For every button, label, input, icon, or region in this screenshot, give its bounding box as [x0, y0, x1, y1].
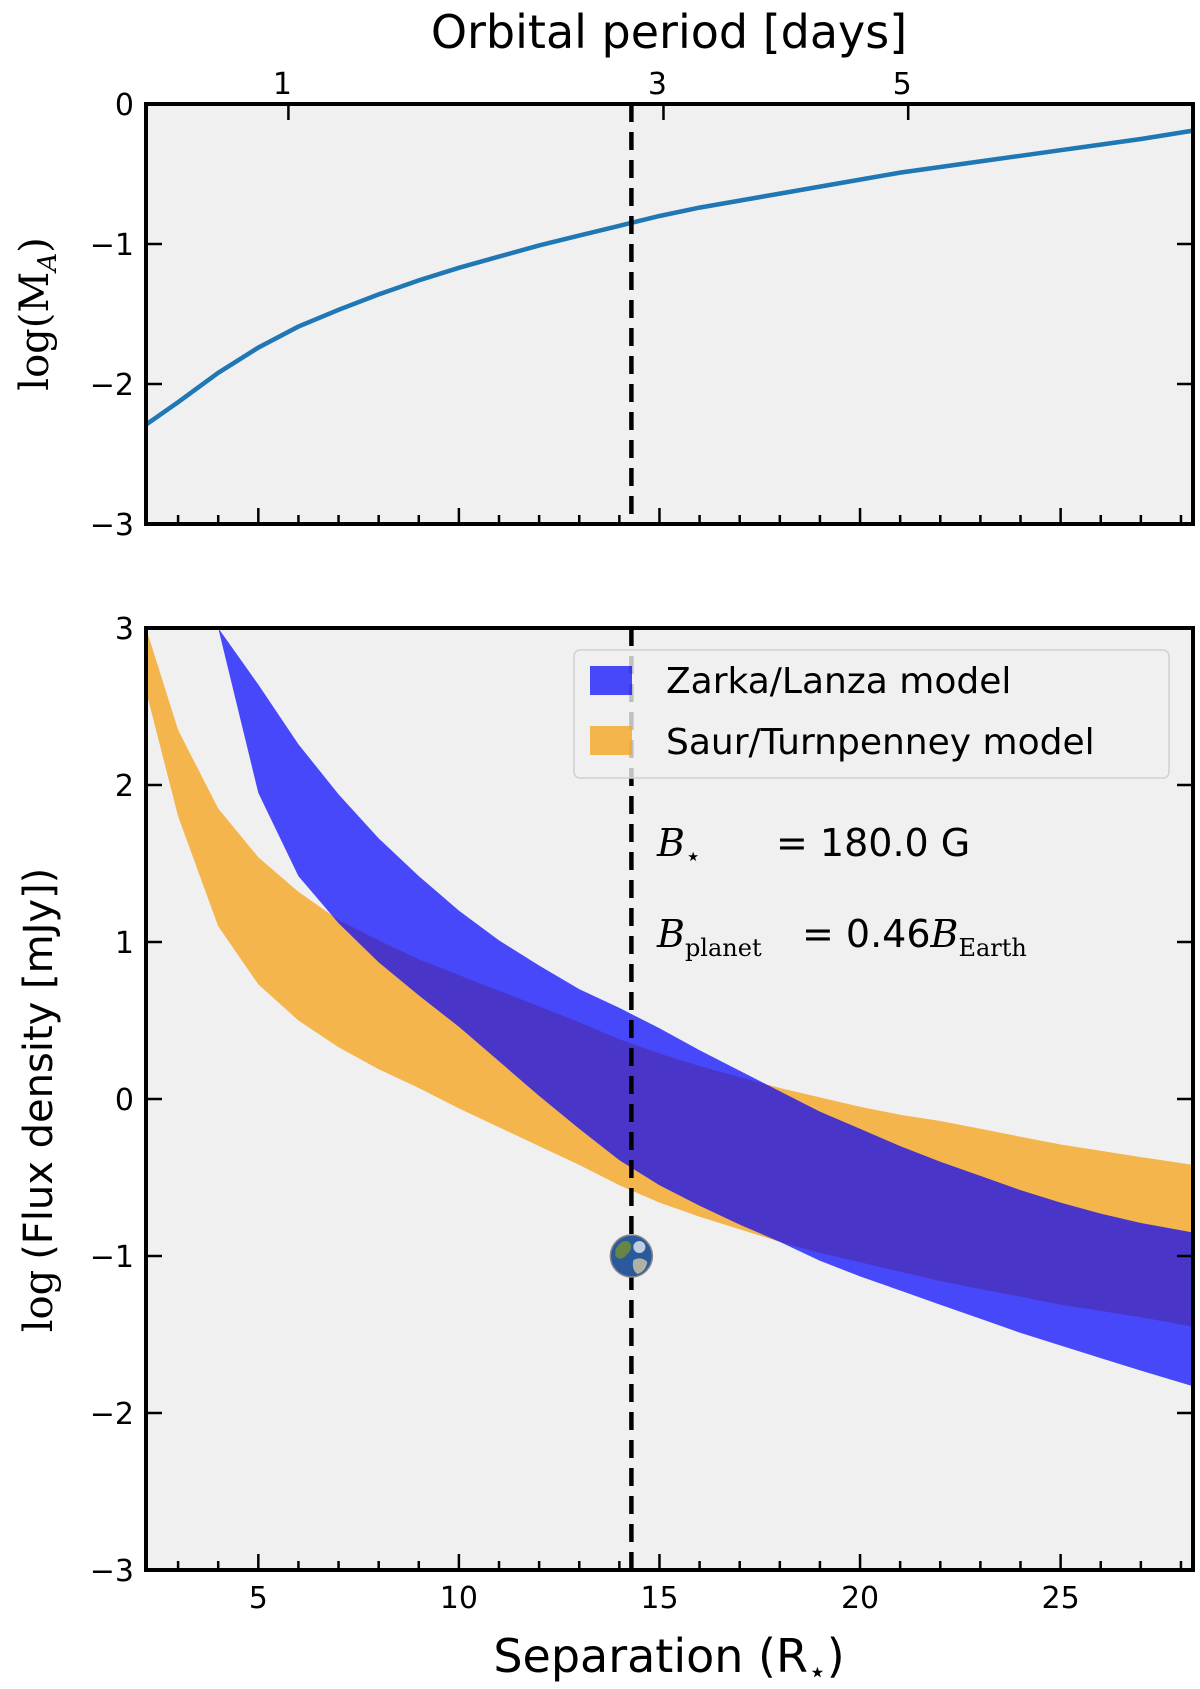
- top-y-tick-label: −3: [90, 508, 134, 543]
- bottom-y-axis-label: log(Flux density [mJy]): [16, 868, 62, 1333]
- bottom-y-tick-labels: 3 2 1 0 −1 −2 −3: [90, 612, 134, 1589]
- bottom-y-tick-label: −3: [90, 1554, 134, 1589]
- legend-swatch-zarka: [590, 666, 632, 695]
- svg-text:log(MA): log(MA): [12, 237, 63, 390]
- top-frame: [144, 102, 1195, 526]
- field-annotations: B⋆ = 180.0 G Bplanet = 0.46BEarth: [656, 821, 1027, 962]
- top-period-tick-labels: 1 3 5: [273, 67, 912, 102]
- bottom-y-tick-label: 0: [115, 1083, 134, 1118]
- mach-number-curve: [144, 128, 1194, 427]
- top-plot-area: [146, 104, 1193, 524]
- period-tick-label: 5: [893, 67, 912, 102]
- bottom-x-tick-labels: 5 10 15 20 25: [249, 1581, 1080, 1616]
- bottom-x-tick-label: 5: [249, 1581, 268, 1616]
- bottom-x-tick-label: 20: [841, 1581, 879, 1616]
- legend-label-zarka: Zarka/Lanza model: [666, 661, 1011, 702]
- bottom-x-tick-label: 25: [1042, 1581, 1080, 1616]
- bottom-x-tick-label: 15: [640, 1581, 678, 1616]
- bottom-x-tick-label: 10: [440, 1581, 478, 1616]
- bottom-panel: Zarka/Lanza model Saur/Turnpenney model …: [16, 612, 1195, 1689]
- legend-swatch-saur: [590, 726, 632, 755]
- svg-text:log(Flux density [mJy]): log(Flux density [mJy]): [16, 868, 62, 1333]
- bottom-y-tick-label: −1: [90, 1240, 134, 1275]
- planet-field-annotation: Bplanet = 0.46BEarth: [656, 912, 1027, 962]
- bottom-y-tick-label: −2: [90, 1397, 134, 1432]
- band-saur: [146, 628, 1193, 1327]
- period-tick-label: 1: [273, 67, 292, 102]
- period-tick-label: 3: [648, 67, 667, 102]
- bottom-frame: [144, 626, 1195, 1572]
- top-y-tick-label: −2: [90, 368, 134, 403]
- legend: Zarka/Lanza model Saur/Turnpenney model: [573, 649, 1170, 779]
- legend-label-saur: Saur/Turnpenney model: [666, 722, 1095, 763]
- top-y-axis-label: log(MA): [12, 237, 63, 390]
- bottom-y-tick-label: 3: [115, 612, 134, 647]
- top-y-tick-label: −1: [90, 228, 134, 263]
- bottom-y-tick-label: 1: [115, 926, 134, 961]
- bottom-y-tick-label: 2: [115, 769, 134, 804]
- top-panel: 0 −1 −2 −3 1 3 5 Orbital period [days] log(MA…: [12, 5, 1195, 543]
- model-bands: [146, 628, 1194, 1387]
- top-y-tick-labels: 0 −1 −2 −3: [90, 88, 134, 543]
- stellar-field-annotation: B⋆ = 180.0 G: [656, 821, 970, 872]
- separation-axis-label: Separation (R⋆): [493, 1629, 844, 1689]
- legend-box: [573, 649, 1170, 779]
- earth-marker-icon: [609, 1234, 654, 1278]
- top-y-tick-label: 0: [115, 88, 134, 123]
- orbital-period-axis-label: Orbital period [days]: [431, 5, 907, 59]
- band-zarka: [194, 628, 1194, 1387]
